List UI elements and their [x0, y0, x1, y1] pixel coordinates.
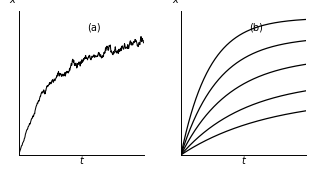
- X-axis label: t: t: [79, 156, 83, 166]
- Text: (a): (a): [87, 22, 101, 32]
- Text: (b): (b): [250, 22, 263, 32]
- X-axis label: t: t: [241, 156, 245, 166]
- Y-axis label: x: x: [10, 0, 15, 5]
- Y-axis label: x: x: [172, 0, 178, 5]
